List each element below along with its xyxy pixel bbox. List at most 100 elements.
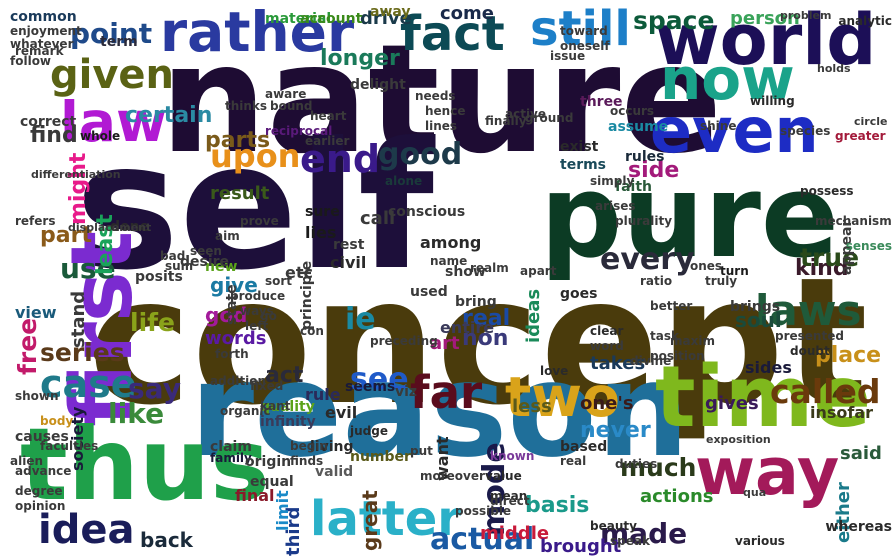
word-account: account [300, 11, 363, 27]
word-way: way [695, 435, 840, 510]
word-free: free [13, 317, 42, 375]
word-show: show [445, 264, 486, 280]
word-use: use [60, 252, 116, 285]
word-every: every [600, 242, 695, 277]
word-left: left [245, 319, 269, 333]
word-kind: kind [795, 256, 849, 281]
word-oneself: oneself [560, 39, 610, 53]
word-causes: causes [15, 429, 69, 445]
word-part: part [40, 223, 92, 248]
word-fixed: fixed [250, 379, 284, 393]
word-goes: goes [560, 286, 598, 302]
word-assume: assume [608, 119, 669, 135]
word-non: non [462, 326, 509, 351]
word-now: now [660, 45, 795, 113]
word-delight: delight [350, 77, 406, 93]
word-beauty: beauty [590, 519, 637, 533]
word-middle: middle [480, 523, 550, 544]
word-finally: finally [485, 114, 527, 128]
word-ground: ground [525, 111, 574, 125]
word-mean: mean [490, 489, 528, 503]
word-lines: lines [425, 119, 458, 133]
word-circle: circle [854, 115, 888, 128]
word-call: call [360, 208, 396, 229]
word-better: better [650, 299, 693, 313]
word-new: new [205, 259, 238, 275]
word-ratio: ratio [640, 274, 673, 288]
word-holds: holds [817, 62, 851, 75]
word-find: find [30, 123, 78, 148]
word-various: various [735, 534, 785, 548]
word-insofar: insofar [810, 403, 874, 422]
word-still: still [530, 1, 631, 57]
word-world: world [655, 0, 877, 81]
word-forth: forth [215, 347, 249, 361]
word-rather: rather [160, 0, 355, 64]
word-sort: sort [265, 274, 293, 288]
word-moreover: moreover [420, 469, 485, 483]
word-concept: concept [88, 241, 868, 444]
word-prove: prove [240, 214, 279, 228]
word-principle: principle [299, 260, 315, 330]
word-begin: begin [290, 439, 328, 453]
word-rest: rest [333, 237, 365, 253]
word-problem: problem [780, 9, 832, 22]
word-advance: advance [15, 464, 72, 478]
word-simply: simply [590, 174, 635, 188]
word-sure: sure [305, 204, 340, 220]
word-origin: origin [245, 454, 292, 470]
word-exist: exist [560, 139, 599, 155]
word-upon: upon [210, 137, 301, 175]
word-love: love [540, 364, 569, 378]
word-brought: brought [540, 536, 622, 557]
word-laws: laws [755, 286, 862, 335]
word-occurs: occurs [610, 104, 655, 118]
word-never: never [580, 418, 651, 443]
word-two: two [505, 365, 620, 429]
word-like: like [108, 397, 165, 430]
word-less: less [512, 396, 552, 417]
word-viz: viz [395, 384, 418, 400]
word-possess: possess [800, 184, 854, 198]
word-say: say [128, 372, 181, 405]
word-point: point [70, 17, 153, 50]
word-series: series [40, 338, 125, 367]
word-opinion: opinion [15, 499, 66, 513]
word-law: law [60, 90, 167, 154]
word-seems: seems [345, 379, 396, 395]
word-clear: clear [590, 324, 624, 338]
word-apart: apart [520, 264, 557, 278]
word-willing: willing [750, 94, 795, 108]
word-con: con [300, 324, 324, 338]
word-preceding: preceding [370, 334, 438, 348]
word-aware: aware [265, 87, 307, 101]
word-among: among [420, 233, 482, 252]
word-ways: ways [240, 304, 274, 318]
word-judge: judge [350, 424, 388, 438]
word-nature: nature [160, 13, 723, 187]
word-alone: alone [385, 174, 423, 188]
word-number: number [350, 449, 411, 465]
word-finds: finds [290, 454, 324, 468]
word-called: called [770, 372, 881, 411]
word-latter: latter [310, 491, 461, 547]
word-thus: thus [20, 406, 270, 523]
word-infinity: infinity [260, 414, 316, 430]
word-presented: presented [775, 329, 844, 343]
word-ie: ie [345, 302, 376, 337]
word-alien: alien [10, 454, 44, 468]
word-task: task [650, 329, 679, 343]
word-takes: takes [590, 353, 646, 374]
word-whatever: whatever [10, 37, 74, 51]
word-great: great [358, 490, 382, 551]
word-heart: heart [310, 109, 347, 123]
word-mechanism: mechanism [815, 214, 892, 228]
word-much: much [620, 453, 697, 482]
word-final: final [235, 486, 275, 505]
word-shine: shine [700, 119, 737, 133]
word-doubt: doubt [790, 344, 830, 358]
word-bound: bound [270, 99, 313, 113]
word-equal: equal [250, 474, 294, 490]
word-bring: bring [455, 294, 497, 310]
word-drive: drive [360, 8, 412, 29]
